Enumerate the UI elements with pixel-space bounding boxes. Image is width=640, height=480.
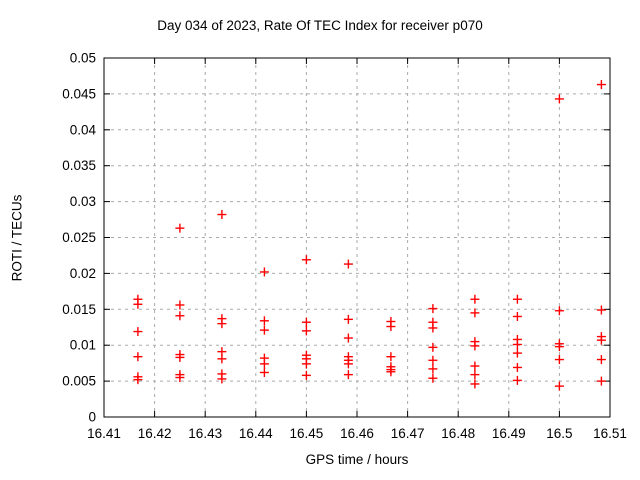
x-tick-label: 16.49 [492,426,526,441]
y-tick-label: 0.025 [62,230,96,245]
x-tick-label: 16.47 [391,426,425,441]
x-tick-label: 16.41 [87,426,121,441]
y-tick-label: 0.01 [70,338,96,353]
y-tick-label: 0.04 [70,122,97,137]
y-tick-label: 0.02 [70,266,96,281]
y-tick-label: 0.045 [62,86,96,101]
y-tick-label: 0 [88,410,96,425]
x-tick-label: 16.5 [546,426,572,441]
x-tick-label: 16.48 [441,426,475,441]
x-axis-label: GPS time / hours [305,452,409,467]
y-tick-label: 0.03 [70,194,96,209]
x-tick-label: 16.51 [593,426,627,441]
y-tick-label: 0.015 [62,302,96,317]
x-tick-label: 16.44 [239,426,273,441]
chart-title: Day 034 of 2023, Rate Of TEC Index for r… [157,18,483,33]
x-tick-label: 16.43 [188,426,222,441]
y-tick-label: 0.005 [62,374,96,389]
y-tick-label: 0.035 [62,158,96,173]
x-tick-label: 16.45 [290,426,324,441]
y-tick-label: 0.05 [70,51,96,66]
x-tick-label: 16.42 [138,426,172,441]
x-tick-label: 16.46 [340,426,374,441]
